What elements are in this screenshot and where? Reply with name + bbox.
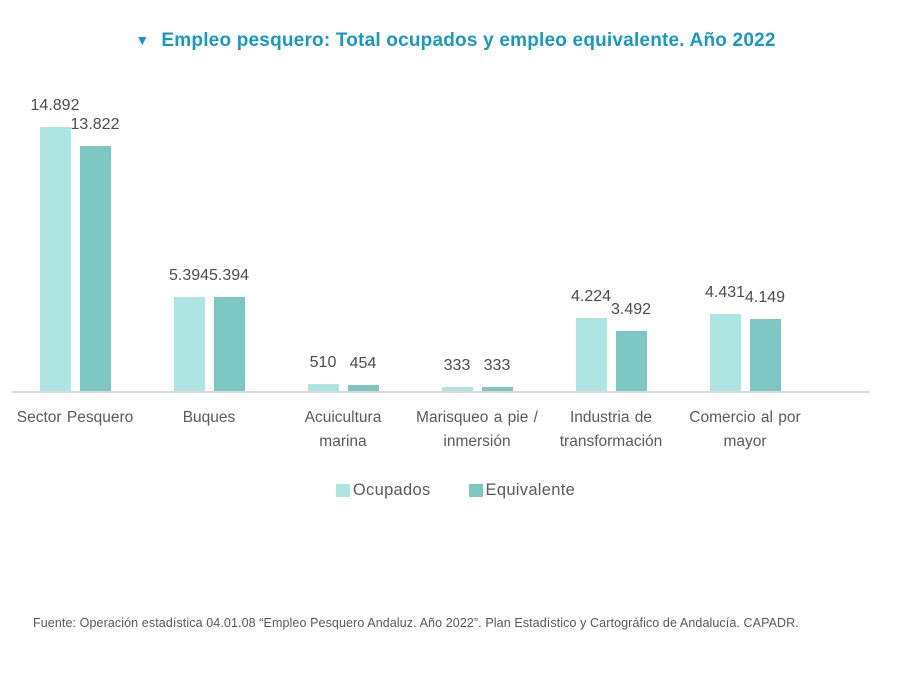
data-label-equivalente-industria-de-transformaci-n: 3.492 xyxy=(610,301,652,318)
bar-column-ocupados-acuicultura-marina: 510 xyxy=(307,354,339,393)
bar-equivalente-comercio-al-por-mayor xyxy=(749,319,781,393)
bar-column-equivalente-industria-de-transformaci-n: 3.492 xyxy=(611,302,651,393)
category-label-industria-de-transformaci-n: Industria de transformación xyxy=(559,409,663,451)
bar-ocupados-marisqueo-a-pie-inmersi-n xyxy=(441,387,473,393)
bar-column-ocupados-sector-pesquero: 14.892 xyxy=(31,98,79,393)
bar-column-ocupados-buques: 5.394 xyxy=(169,268,209,393)
category-label-acuicultura-marina: Acuicultura marina xyxy=(304,409,382,451)
triangle-bullet-icon: ▼ xyxy=(135,32,150,48)
legend-swatch-ocupados-icon xyxy=(335,484,350,497)
bar-group-buques: 5.394 5.394 xyxy=(142,95,276,393)
legend-item-equivalente: Equivalente xyxy=(468,481,576,500)
bar-equivalente-acuicultura-marina xyxy=(347,385,379,393)
bar-column-equivalente-acuicultura-marina: 454 xyxy=(347,355,379,393)
category-label-marisqueo-a-pie-inmersi-n: Marisqueo a pie / inmersión xyxy=(416,409,538,451)
bar-column-equivalente-comercio-al-por-mayor: 4.149 xyxy=(745,290,785,393)
bar-column-equivalente-buques: 5.394 xyxy=(209,268,249,393)
data-label-equivalente-buques: 5.394 xyxy=(208,267,250,284)
bar-group-industria-de-transformaci-n: 4.224 3.492 xyxy=(544,95,678,393)
x-axis-category-labels: Sector Pesquero Buques Acuicultura marina M… xyxy=(8,406,812,454)
bar-equivalente-buques xyxy=(213,297,245,393)
bar-ocupados-acuicultura-marina xyxy=(307,384,339,393)
data-label-ocupados-marisqueo-a-pie-inmersi-n: 333 xyxy=(443,357,471,374)
bar-column-equivalente-marisqueo-a-pie-inmersi-n: 333 xyxy=(481,357,513,393)
data-label-ocupados-buques: 5.394 xyxy=(168,267,210,284)
bar-ocupados-comercio-al-por-mayor xyxy=(709,314,741,393)
chart-title: ▼ Empleo pesquero: Total ocupados y emple… xyxy=(0,30,911,52)
data-label-ocupados-sector-pesquero: 14.892 xyxy=(30,97,80,114)
category-label-comercio-al-por-mayor: Comercio al por mayor xyxy=(689,409,801,451)
data-label-equivalente-comercio-al-por-mayor: 4.149 xyxy=(744,289,786,306)
legend-label-ocupados: Ocupados xyxy=(352,481,431,499)
bar-group-comercio-al-por-mayor: 4.431 4.149 xyxy=(678,95,812,393)
bar-ocupados-buques xyxy=(173,297,205,393)
data-label-ocupados-acuicultura-marina: 510 xyxy=(309,354,337,371)
bar-ocupados-industria-de-transformaci-n xyxy=(575,318,607,393)
legend-swatch-equivalente-icon xyxy=(468,484,483,497)
bar-group-sector-pesquero: 14.892 13.822 xyxy=(8,95,142,393)
bar-column-ocupados-industria-de-transformaci-n: 4.224 xyxy=(571,289,611,393)
data-label-ocupados-industria-de-transformaci-n: 4.224 xyxy=(570,288,612,305)
bar-column-ocupados-comercio-al-por-mayor: 4.431 xyxy=(705,285,745,393)
source-footnote: Fuente: Operación estadística 04.01.08 “… xyxy=(33,616,799,630)
legend-label-equivalente: Equivalente xyxy=(485,481,576,499)
bar-group-marisqueo-a-pie-inmersi-n: 333 333 xyxy=(410,95,544,393)
chart-plot-area: 14.892 13.822 5.394 5.394 510 454 333 333 4.224 3… xyxy=(8,95,812,393)
data-label-equivalente-sector-pesquero: 13.822 xyxy=(70,116,120,133)
category-label-sector-pesquero: Sector Pesquero xyxy=(16,409,134,426)
legend-item-ocupados: Ocupados xyxy=(335,481,431,500)
bar-group-acuicultura-marina: 510 454 xyxy=(276,95,410,393)
bar-column-equivalente-sector-pesquero: 13.822 xyxy=(71,117,119,393)
bar-equivalente-sector-pesquero xyxy=(79,146,111,393)
data-label-ocupados-comercio-al-por-mayor: 4.431 xyxy=(704,284,746,301)
data-label-equivalente-acuicultura-marina: 454 xyxy=(349,355,377,372)
data-label-equivalente-marisqueo-a-pie-inmersi-n: 333 xyxy=(483,357,511,374)
chart-legend: Ocupados Equivalente xyxy=(0,481,911,500)
bar-column-ocupados-marisqueo-a-pie-inmersi-n: 333 xyxy=(441,357,473,393)
category-label-buques: Buques xyxy=(182,409,236,426)
x-axis-baseline xyxy=(12,391,870,393)
bar-ocupados-sector-pesquero xyxy=(39,127,71,393)
chart-title-text: Empleo pesquero: Total ocupados y empleo… xyxy=(161,30,776,51)
bar-equivalente-marisqueo-a-pie-inmersi-n xyxy=(481,387,513,393)
bar-equivalente-industria-de-transformaci-n xyxy=(615,331,647,393)
